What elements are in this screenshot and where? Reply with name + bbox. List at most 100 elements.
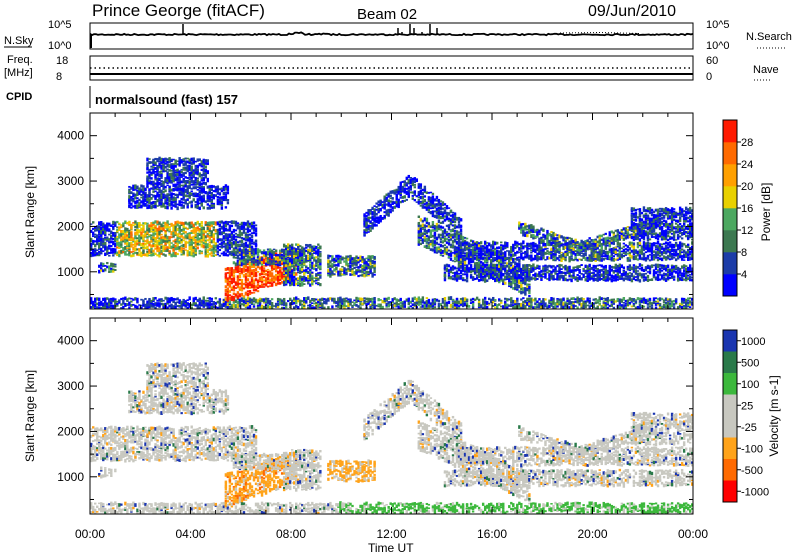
echo-cell xyxy=(429,302,433,305)
echo-cell xyxy=(164,189,167,193)
echo-cell xyxy=(164,157,167,160)
echo-cell xyxy=(441,216,445,220)
echo-cell xyxy=(210,248,214,252)
echo-cell xyxy=(242,259,246,264)
echo-cell xyxy=(186,227,189,230)
echo-cell xyxy=(190,248,193,251)
echo-cell xyxy=(341,268,344,272)
echo-cell xyxy=(250,276,254,279)
echo-cell xyxy=(355,269,358,272)
echo-cell xyxy=(182,172,185,176)
echo-cell xyxy=(258,249,262,253)
echo-cell xyxy=(186,235,189,240)
echo-cell xyxy=(214,228,218,233)
echo-cell xyxy=(439,200,443,202)
echo-cell xyxy=(166,194,169,198)
echo-cell xyxy=(152,230,155,233)
echo-cell xyxy=(138,239,141,243)
echo-cell xyxy=(232,298,236,302)
echo-cell xyxy=(198,206,201,210)
echo-cell xyxy=(469,251,473,253)
echo-cell xyxy=(136,248,139,251)
echo-cell xyxy=(148,243,151,247)
echo-cell xyxy=(299,267,302,271)
echo-cell xyxy=(126,298,129,302)
echo-cell xyxy=(500,278,503,281)
echo-cell xyxy=(164,249,167,252)
echo-cell xyxy=(481,298,485,302)
echo-cell xyxy=(315,251,318,255)
echo-cell xyxy=(100,237,103,242)
echo-cell xyxy=(102,302,105,305)
echo-cell xyxy=(301,252,304,257)
echo-cell xyxy=(222,231,226,234)
echo-cell xyxy=(435,207,439,212)
echo-cell xyxy=(198,233,201,236)
echo-cell xyxy=(317,243,320,246)
echo-cell xyxy=(176,305,179,308)
echo-cell xyxy=(116,246,119,249)
echo-cell xyxy=(518,247,521,251)
echo-cell xyxy=(498,303,501,306)
echo-cell xyxy=(453,260,457,263)
echo-cell xyxy=(190,162,193,165)
echo-cell xyxy=(303,306,306,309)
echo-cell xyxy=(132,246,135,251)
echo-cell xyxy=(431,204,435,208)
echo-cell xyxy=(425,191,429,194)
echo-cell xyxy=(429,196,433,201)
echo-cell xyxy=(373,210,376,215)
echo-cell xyxy=(162,159,165,164)
echo-cell xyxy=(166,306,169,309)
echo-cell xyxy=(126,227,129,232)
echo-cell xyxy=(335,266,338,269)
echo-cell xyxy=(118,236,121,239)
echo-cell xyxy=(471,268,475,270)
echo-cell xyxy=(198,196,201,199)
echo-cell xyxy=(196,198,199,202)
echo-cell xyxy=(164,165,167,169)
echo-cell xyxy=(230,295,234,298)
echo-cell xyxy=(206,297,209,300)
echo-cell xyxy=(475,256,479,261)
echo-cell xyxy=(266,274,270,277)
echo-cell xyxy=(329,264,332,268)
echo-cell xyxy=(256,264,260,269)
echo-cell xyxy=(146,225,149,230)
echo-cell xyxy=(106,225,109,228)
echo-cell xyxy=(522,271,525,276)
echo-cell xyxy=(172,168,175,171)
echo-cell xyxy=(184,182,187,185)
echo-cell xyxy=(96,302,99,306)
echo-cell xyxy=(136,189,139,192)
echo-cell xyxy=(417,200,421,205)
echo-cell xyxy=(461,259,465,263)
echo-cell xyxy=(297,281,300,285)
echo-cell xyxy=(116,304,119,307)
echo-cell xyxy=(152,226,155,230)
echo-cell xyxy=(305,277,308,281)
echo-cell xyxy=(421,223,425,227)
echo-cell xyxy=(405,184,408,187)
echo-cell xyxy=(136,228,139,232)
echo-cell xyxy=(200,250,203,253)
echo-cell xyxy=(156,198,159,203)
echo-cell xyxy=(319,251,322,253)
echo-cell xyxy=(479,266,483,270)
echo-cell xyxy=(156,169,159,173)
echo-cell xyxy=(447,224,451,227)
echo-cell xyxy=(224,206,228,209)
echo-cell xyxy=(254,285,258,289)
echo-cell xyxy=(200,160,203,164)
echo-cell xyxy=(166,161,169,164)
echo-cell xyxy=(176,242,179,247)
echo-cell xyxy=(98,227,101,231)
echo-cell xyxy=(363,260,366,263)
echo-cell xyxy=(293,279,296,283)
echo-cell xyxy=(182,163,185,166)
echo-cell xyxy=(104,298,107,303)
echo-cell xyxy=(483,256,487,260)
echo-cell xyxy=(473,242,477,246)
echo-cell xyxy=(443,206,447,209)
echo-cell xyxy=(510,284,513,289)
